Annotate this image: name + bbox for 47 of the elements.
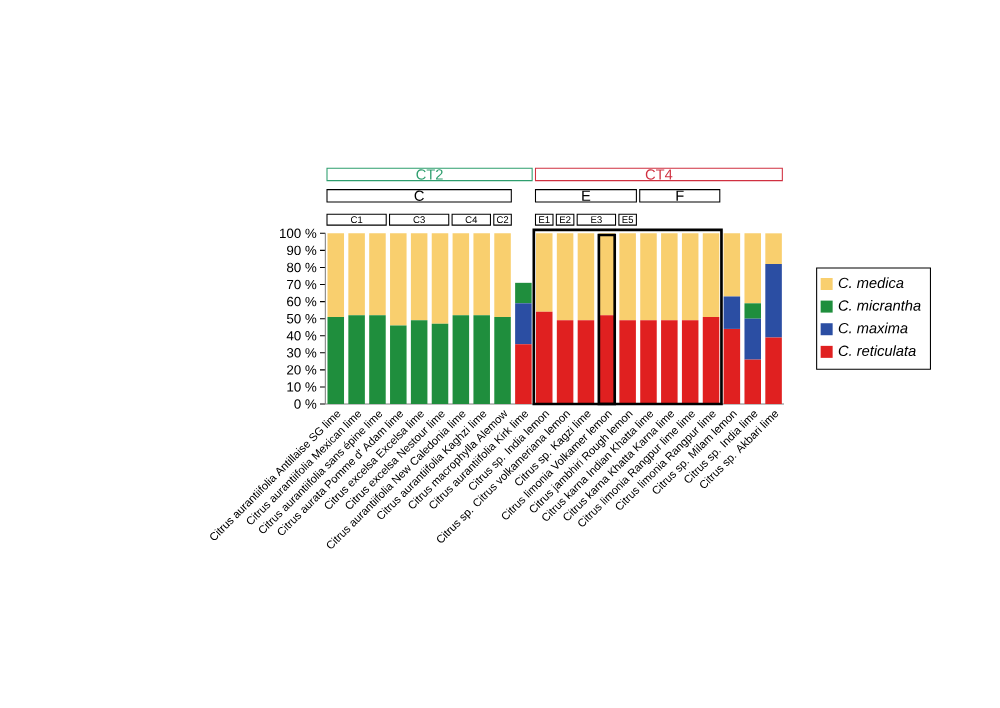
bar (431, 323, 449, 404)
bar (640, 233, 657, 321)
bar (410, 233, 428, 321)
bar (765, 264, 782, 338)
bar (681, 320, 699, 404)
bar (369, 315, 386, 404)
bar (515, 344, 532, 404)
bar (661, 233, 678, 321)
bar (327, 233, 345, 317)
bar (473, 315, 490, 404)
bar (535, 233, 553, 312)
bar (369, 233, 386, 316)
bar (348, 315, 365, 404)
bar (619, 233, 636, 321)
bar (744, 303, 761, 319)
bar (765, 337, 782, 404)
bar (723, 296, 741, 329)
bar (661, 320, 678, 404)
bar (744, 359, 761, 404)
bar (556, 320, 574, 404)
bar (723, 328, 741, 404)
bar (640, 320, 657, 404)
bar (431, 233, 449, 324)
bar (410, 320, 428, 404)
bar (494, 316, 511, 404)
bar (473, 233, 490, 316)
bar (515, 282, 532, 304)
bar (390, 233, 407, 326)
bar (577, 320, 595, 404)
bar (744, 233, 761, 304)
bar (702, 316, 720, 404)
bar (577, 233, 595, 321)
bar (348, 233, 365, 316)
bar (619, 320, 636, 404)
bar (494, 233, 511, 317)
bar (535, 311, 553, 404)
bar (515, 303, 532, 345)
bar (765, 233, 782, 265)
bar (556, 233, 574, 321)
bar (744, 318, 761, 360)
bar (327, 316, 345, 404)
bar (681, 233, 699, 321)
bar (452, 315, 470, 404)
bar (390, 325, 407, 404)
bar (702, 233, 720, 317)
bar (452, 233, 470, 316)
bar (723, 233, 741, 297)
